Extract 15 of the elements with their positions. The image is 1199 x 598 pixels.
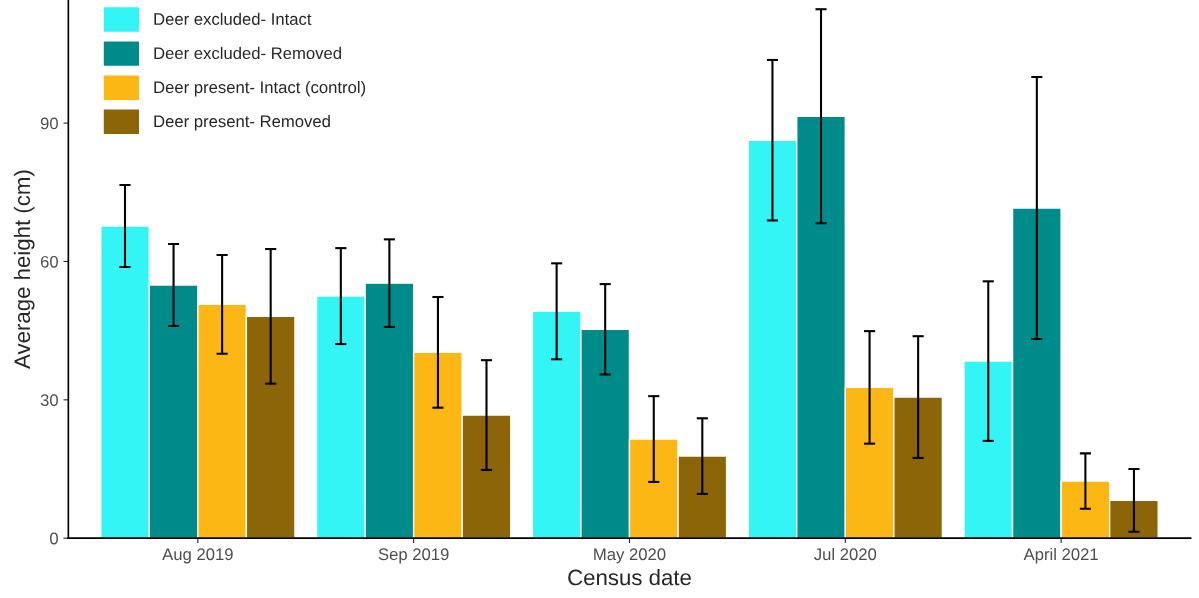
legend-label: Deer present- Intact (control) bbox=[154, 80, 366, 97]
x-tick-label: May 2020 bbox=[594, 548, 666, 564]
y-axis-title: Average height (cm) bbox=[13, 170, 35, 369]
legend-label: Deer excluded- Intact bbox=[154, 12, 312, 25]
y-tick-label: 30 bbox=[40, 394, 58, 407]
x-tick-label: Aug 2019 bbox=[162, 548, 233, 564]
x-tick-label: Jul 2020 bbox=[814, 547, 877, 561]
legend-label: Deer present- Removed bbox=[154, 115, 330, 131]
legend-label: Deer excluded- Removed bbox=[154, 46, 341, 60]
y-tick-label: 0 bbox=[50, 532, 58, 545]
x-axis-title: Census date bbox=[568, 569, 691, 586]
y-tick-label: 90 bbox=[40, 117, 58, 130]
x-tick-label: April 2021 bbox=[1023, 547, 1098, 564]
x-tick-label: Sep 2019 bbox=[378, 548, 449, 564]
y-tick-label: 60 bbox=[40, 255, 58, 268]
